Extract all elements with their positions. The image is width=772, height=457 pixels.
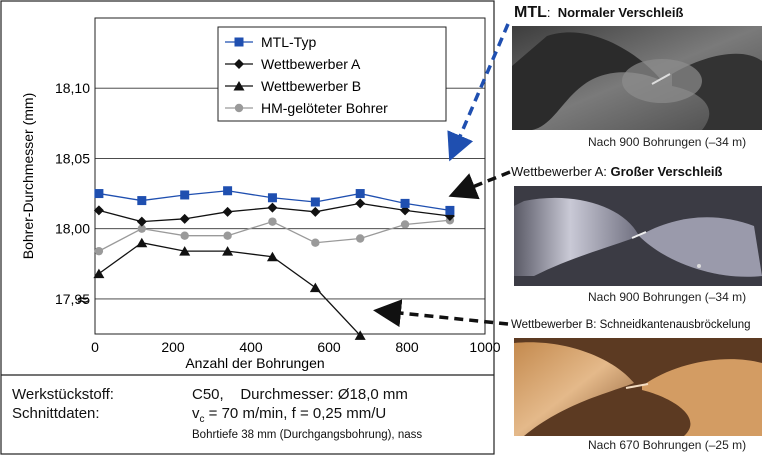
drilling-note: Bohrtiefe 38 mm (Durchgangsbohrung), nas…	[192, 429, 423, 441]
data-point-wettbewerber-a	[400, 205, 411, 216]
cutting-vc-subscript: c	[199, 414, 205, 425]
data-point-mtl-typ	[94, 189, 104, 199]
legend-marker-mtl-typ	[234, 37, 244, 47]
series-group	[93, 186, 455, 340]
panel-mtl-label-colon: :	[546, 5, 558, 20]
data-point-hm-gel-teter-bohrer	[137, 224, 146, 233]
data-point-wettbewerber-a	[267, 202, 278, 213]
x-tick-label: 200	[161, 339, 185, 355]
legend-marker-wettbewerber-b	[233, 81, 245, 91]
data-point-wettbewerber-a	[93, 205, 104, 216]
x-tick-labels: 0 200 400 600 800 1000	[91, 339, 501, 355]
panel-comp-a-label: Wettbewerber A: Großer Verschleiß	[511, 164, 722, 179]
data-point-wettbewerber-b	[93, 268, 105, 279]
photo-comp-a-drill	[514, 186, 762, 286]
x-tick-label: 600	[317, 339, 341, 355]
data-point-hm-gel-teter-bohrer	[223, 231, 232, 240]
data-point-hm-gel-teter-bohrer	[94, 246, 104, 256]
y-tick-label: 18,00	[55, 221, 90, 237]
data-point-wettbewerber-a	[310, 206, 321, 217]
data-point-hm-gel-teter-bohrer	[311, 238, 320, 247]
data-point-mtl-typ	[445, 205, 455, 215]
data-point-hm-gel-teter-bohrer	[180, 231, 189, 240]
y-tick-label: 18,05	[55, 150, 90, 166]
data-point-wettbewerber-a	[179, 213, 190, 224]
data-point-mtl-typ	[137, 196, 147, 206]
y-axis-label: Bohrer-Durchmesser (mm)	[20, 93, 36, 259]
y-tick-label: 18,10	[55, 80, 90, 96]
series-line-wettbewerber-b	[98, 242, 361, 336]
x-tick-label: 800	[395, 339, 419, 355]
material-label: Werkstückstoff:	[12, 386, 114, 403]
x-tick-label: 0	[91, 339, 99, 355]
legend-label-hm-gel-teter-bohrer: HM-gelöteter Bohrer	[261, 100, 388, 116]
panel-mtl-caption: Nach 900 Bohrungen (–34 m)	[588, 135, 747, 149]
material-value: C50, Durchmesser: Ø18,0 mm	[192, 386, 408, 403]
axis-break-symbol: ≈	[76, 290, 89, 309]
data-point-hm-gel-teter-bohrer	[268, 217, 277, 226]
data-point-wettbewerber-b	[354, 330, 366, 340]
data-point-wettbewerber-a	[136, 216, 147, 227]
data-point-wettbewerber-b	[266, 251, 278, 262]
photo-comp-a-image	[514, 186, 762, 286]
plot-area	[94, 17, 486, 335]
y-tick-labels: 17,95 18,00 18,05 18,10	[55, 80, 90, 307]
cutting-value-text: = 70 m/min, f = 0,25 mm/U	[204, 405, 387, 422]
cutting-vc: v	[192, 405, 200, 422]
photo-comp-b-drill	[514, 338, 762, 436]
legend-label-wettbewerber-a: Wettbewerber A	[261, 56, 361, 72]
data-point-wettbewerber-b	[309, 282, 321, 293]
data-point-mtl-typ	[310, 197, 320, 207]
panel-comp-a-label-plain: Wettbewerber A:	[511, 164, 611, 179]
data-point-wettbewerber-a	[222, 206, 233, 217]
photo-mtl-drill	[512, 26, 762, 130]
x-tick-label: 1000	[469, 339, 500, 355]
callout-arrow-comp-a	[448, 170, 511, 200]
data-point-mtl-typ	[355, 189, 365, 199]
data-point-hm-gel-teter-bohrer	[356, 234, 365, 243]
callout-arrow-comp-b	[373, 299, 509, 328]
x-tick-label: 400	[239, 339, 263, 355]
cutting-value: vc = 70 m/min, f = 0,25 mm/U	[192, 405, 386, 425]
x-axis-label: Anzahl der Bohrungen	[185, 355, 324, 371]
panel-mtl-label-bold: MTL	[514, 4, 547, 21]
data-point-hm-gel-teter-bohrer	[400, 220, 410, 229]
legend-marker-hm-gel-teter-bohrer	[234, 103, 244, 113]
legend-label-mtl-typ: MTL-Typ	[261, 34, 316, 50]
data-point-mtl-typ	[400, 198, 410, 208]
panel-comp-b-label: Wettbewerber B: Schneidkantenausbröckelu…	[511, 319, 751, 331]
callout-arrow-mtl	[447, 23, 510, 162]
panel-mtl-label: MTL: Normaler Verschleiß	[514, 4, 683, 22]
data-point-mtl-typ	[180, 190, 190, 200]
legend-box	[217, 26, 447, 122]
y-tick-label: 17,95	[55, 291, 90, 307]
data-point-wettbewerber-a	[355, 198, 366, 209]
data-point-wettbewerber-b	[222, 246, 234, 256]
legend-marker-wettbewerber-a	[234, 59, 244, 69]
photo-mtl-image	[512, 26, 762, 130]
data-point-mtl-typ	[223, 186, 233, 196]
legend-label-wettbewerber-b: Wettbewerber B	[261, 78, 361, 94]
panel-comp-a-caption: Nach 900 Bohrungen (–34 m)	[588, 290, 747, 304]
data-point-wettbewerber-b	[136, 237, 148, 248]
chart-frame	[0, 0, 495, 455]
panel-mtl-label-rest: Normaler Verschleiß	[557, 5, 684, 20]
panel-comp-b-caption: Nach 670 Bohrungen (–25 m)	[588, 438, 747, 452]
panel-comp-a-label-bold: Großer Verschleiß	[610, 164, 723, 179]
cutting-label: Schnittdaten:	[12, 405, 100, 422]
data-point-mtl-typ	[267, 193, 277, 203]
data-point-wettbewerber-b	[179, 246, 191, 256]
legend: MTL-Typ Wettbewerber A Wettbewerber B HM-ge…	[217, 26, 447, 122]
photo-comp-b-image	[514, 338, 762, 436]
